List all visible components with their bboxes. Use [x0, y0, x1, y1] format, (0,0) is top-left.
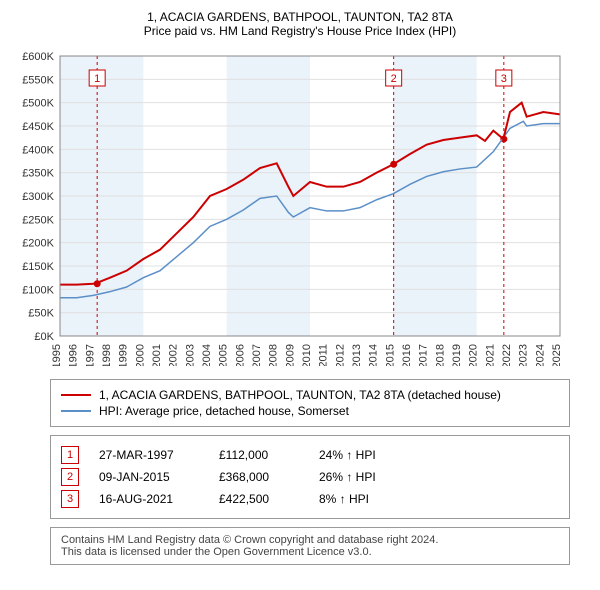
- svg-text:1996: 1996: [68, 344, 80, 366]
- svg-text:2020: 2020: [468, 344, 480, 366]
- svg-text:2017: 2017: [418, 344, 430, 366]
- event-badge: 1: [61, 446, 79, 464]
- event-date: 27-MAR-1997: [99, 448, 219, 462]
- svg-text:2001: 2001: [151, 344, 163, 366]
- event-pct: 24% ↑ HPI: [319, 448, 419, 462]
- svg-text:2021: 2021: [484, 344, 496, 366]
- svg-text:2013: 2013: [351, 344, 363, 366]
- svg-text:2004: 2004: [201, 344, 213, 366]
- event-badge: 3: [61, 490, 79, 508]
- svg-text:2025: 2025: [551, 344, 563, 366]
- events-table: 1 27-MAR-1997 £112,000 24% ↑ HPI 2 09-JA…: [50, 435, 570, 519]
- legend: 1, ACACIA GARDENS, BATHPOOL, TAUNTON, TA…: [50, 379, 570, 427]
- svg-text:1999: 1999: [118, 344, 130, 366]
- legend-label-hpi: HPI: Average price, detached house, Some…: [99, 404, 349, 418]
- title-line1: 1, ACACIA GARDENS, BATHPOOL, TAUNTON, TA…: [10, 10, 590, 24]
- event-price: £368,000: [219, 470, 319, 484]
- legend-item-hpi: HPI: Average price, detached house, Some…: [61, 404, 559, 418]
- svg-text:2015: 2015: [384, 344, 396, 366]
- svg-text:£350K: £350K: [22, 168, 54, 180]
- svg-text:2005: 2005: [218, 344, 230, 366]
- event-date: 09-JAN-2015: [99, 470, 219, 484]
- legend-label-property: 1, ACACIA GARDENS, BATHPOOL, TAUNTON, TA…: [99, 388, 501, 402]
- legend-swatch-property: [61, 394, 91, 396]
- svg-text:£450K: £450K: [22, 121, 54, 133]
- event-row-3: 3 16-AUG-2021 £422,500 8% ↑ HPI: [61, 490, 559, 508]
- svg-text:3: 3: [501, 73, 507, 85]
- svg-text:2002: 2002: [168, 344, 180, 366]
- line-chart: £0K £50K £100K £150K £200K £250K £300K £350K £40…: [10, 46, 570, 366]
- svg-text:2009: 2009: [284, 344, 296, 366]
- event-pct: 26% ↑ HPI: [319, 470, 419, 484]
- event-date: 16-AUG-2021: [99, 492, 219, 506]
- title-line2: Price paid vs. HM Land Registry's House …: [10, 24, 590, 38]
- svg-text:2011: 2011: [318, 344, 330, 366]
- svg-text:2: 2: [391, 73, 397, 85]
- chart-title: 1, ACACIA GARDENS, BATHPOOL, TAUNTON, TA…: [10, 10, 590, 38]
- svg-text:£400K: £400K: [22, 144, 54, 156]
- attribution: Contains HM Land Registry data © Crown c…: [50, 527, 570, 565]
- svg-text:£100K: £100K: [22, 284, 54, 296]
- event-row-2: 2 09-JAN-2015 £368,000 26% ↑ HPI: [61, 468, 559, 486]
- legend-item-property: 1, ACACIA GARDENS, BATHPOOL, TAUNTON, TA…: [61, 388, 559, 402]
- svg-text:1: 1: [94, 73, 100, 85]
- svg-text:2022: 2022: [501, 344, 513, 366]
- svg-text:£0K: £0K: [34, 331, 54, 343]
- svg-text:2019: 2019: [451, 344, 463, 366]
- svg-text:2003: 2003: [184, 344, 196, 366]
- svg-text:£250K: £250K: [22, 214, 54, 226]
- svg-text:£500K: £500K: [22, 98, 54, 110]
- svg-text:2008: 2008: [268, 344, 280, 366]
- legend-swatch-hpi: [61, 410, 91, 412]
- svg-text:2010: 2010: [301, 344, 313, 366]
- svg-text:£550K: £550K: [22, 74, 54, 86]
- svg-text:£150K: £150K: [22, 261, 54, 273]
- event-price: £112,000: [219, 448, 319, 462]
- svg-text:2024: 2024: [534, 344, 546, 366]
- svg-text:1997: 1997: [84, 344, 96, 366]
- svg-text:2016: 2016: [401, 344, 413, 366]
- svg-text:£50K: £50K: [28, 308, 54, 320]
- svg-text:1998: 1998: [101, 344, 113, 366]
- chart-area: £0K £50K £100K £150K £200K £250K £300K £350K £40…: [10, 46, 590, 369]
- svg-text:2007: 2007: [251, 344, 263, 366]
- svg-text:£300K: £300K: [22, 191, 54, 203]
- event-row-1: 1 27-MAR-1997 £112,000 24% ↑ HPI: [61, 446, 559, 464]
- svg-text:£200K: £200K: [22, 238, 54, 250]
- event-badge: 2: [61, 468, 79, 486]
- svg-text:2012: 2012: [334, 344, 346, 366]
- svg-text:2006: 2006: [234, 344, 246, 366]
- svg-text:2000: 2000: [134, 344, 146, 366]
- svg-text:2018: 2018: [434, 344, 446, 366]
- event-price: £422,500: [219, 492, 319, 506]
- svg-text:2014: 2014: [368, 344, 380, 366]
- footer-line1: Contains HM Land Registry data © Crown c…: [61, 534, 559, 546]
- footer-line2: This data is licensed under the Open Gov…: [61, 546, 559, 558]
- svg-text:2023: 2023: [518, 344, 530, 366]
- svg-text:£600K: £600K: [22, 51, 54, 63]
- event-pct: 8% ↑ HPI: [319, 492, 419, 506]
- svg-text:1995: 1995: [51, 344, 63, 366]
